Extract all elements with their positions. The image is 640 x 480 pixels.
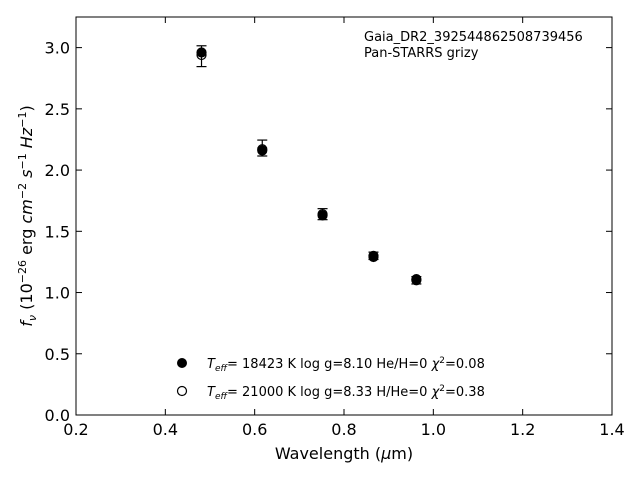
legend-marker-open xyxy=(176,385,188,397)
x-axis: 0.2 0.4 0.6 0.8 1.0 1.2 1.4 xyxy=(63,17,625,439)
y-tick-label: 3.0 xyxy=(45,39,70,58)
legend-marker-filled xyxy=(177,358,187,368)
legend-label-open: Teff= 21000 K log g=8.33 H/He=0 χ2=0.38 xyxy=(207,384,485,402)
legend-label-filled: Teff= 18423 K log g=8.10 He/H=0 χ2=0.08 xyxy=(207,356,485,374)
annotation-object-id: Gaia_DR2_392544862508739456 xyxy=(364,30,583,45)
data-point-open xyxy=(317,209,328,220)
x-tick-label: 1.2 xyxy=(510,420,535,439)
y-axis-label: fν (10−26 erg cm−2 s−1 Hz−1) xyxy=(16,105,39,326)
y-axis: 0.0 0.5 1.0 1.5 2.0 2.5 3.0 xyxy=(45,39,612,425)
data-point-open xyxy=(411,275,422,286)
data-point-open xyxy=(368,250,379,261)
x-tick-label: 0.6 xyxy=(242,420,267,439)
annotation-survey: Pan-STARRS grizy xyxy=(364,46,479,61)
y-tick-label: 1.5 xyxy=(45,222,70,241)
data-point-open xyxy=(196,49,207,61)
y-tick-label: 2.0 xyxy=(45,161,70,180)
data-point-filled xyxy=(196,47,207,58)
plot-border xyxy=(75,16,613,416)
y-tick-label: 2.5 xyxy=(45,100,70,119)
x-tick-label: 1.4 xyxy=(599,420,624,439)
y-tick-label: 0.5 xyxy=(45,345,70,364)
data-point-open xyxy=(257,144,268,155)
y-tick-label: 1.0 xyxy=(45,284,70,303)
x-axis-label: Wavelength (μm) xyxy=(275,444,413,463)
x-tick-label: 0.2 xyxy=(63,420,88,439)
legend: Teff= 18423 K log g=8.10 He/H=0 χ2=0.08 … xyxy=(176,356,485,402)
y-tick-label: 0.0 xyxy=(45,406,70,425)
x-tick-label: 0.8 xyxy=(331,420,356,439)
error-bars xyxy=(196,45,422,285)
x-tick-label: 0.4 xyxy=(153,420,178,439)
x-tick-label: 1.0 xyxy=(421,420,446,439)
axes-frame xyxy=(75,16,613,416)
data-markers xyxy=(196,47,422,286)
